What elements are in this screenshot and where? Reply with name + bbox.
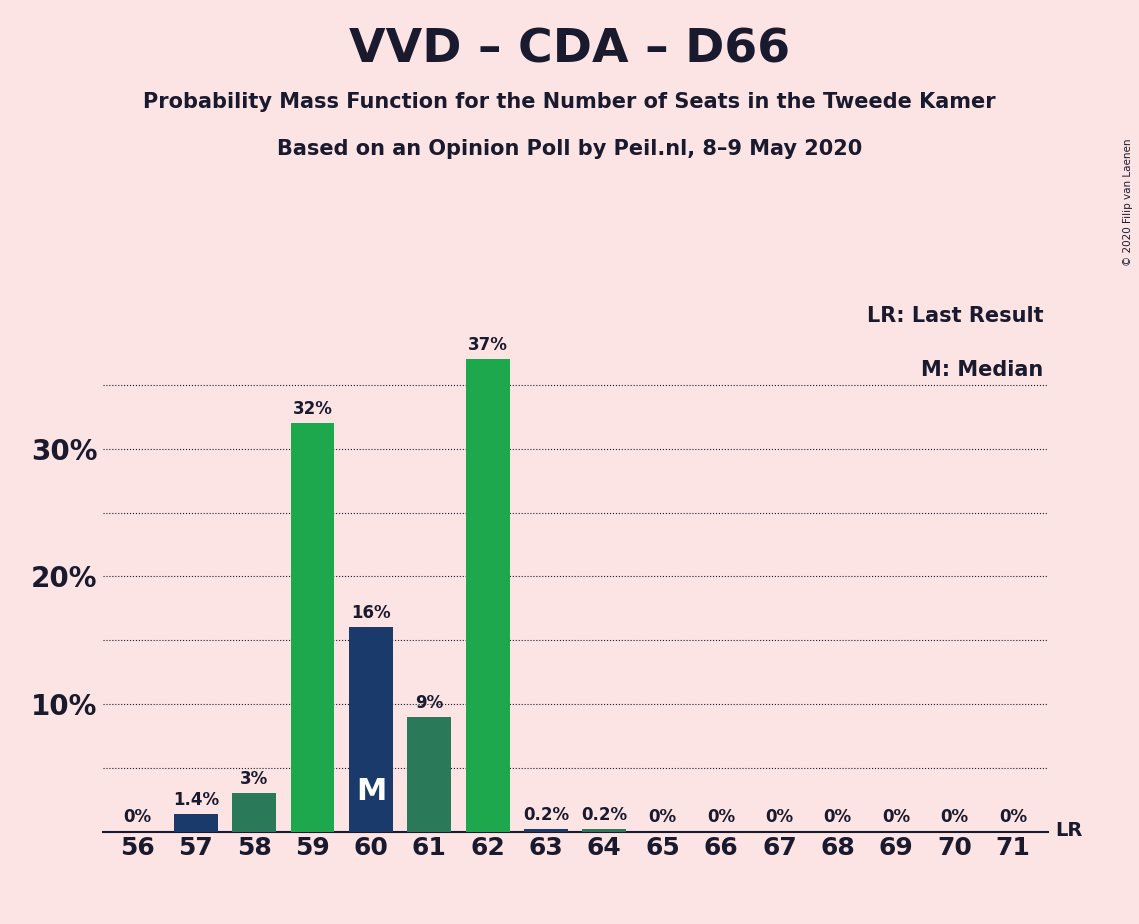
Text: 0%: 0%	[941, 808, 968, 826]
Text: 37%: 37%	[468, 336, 508, 355]
Text: 0%: 0%	[999, 808, 1027, 826]
Bar	[232, 794, 276, 832]
Text: 16%: 16%	[351, 604, 391, 623]
Text: 32%: 32%	[293, 400, 333, 419]
Text: Based on an Opinion Poll by Peil.nl, 8–9 May 2020: Based on an Opinion Poll by Peil.nl, 8–9…	[277, 139, 862, 159]
Text: Probability Mass Function for the Number of Seats in the Tweede Kamer: Probability Mass Function for the Number…	[144, 92, 995, 113]
Text: 0.2%: 0.2%	[523, 806, 570, 824]
Bar	[524, 829, 568, 832]
Bar	[290, 423, 335, 832]
Text: 0%: 0%	[882, 808, 910, 826]
Text: © 2020 Filip van Laenen: © 2020 Filip van Laenen	[1123, 139, 1133, 266]
Text: 1.4%: 1.4%	[173, 791, 219, 808]
Text: 0%: 0%	[707, 808, 735, 826]
Text: 0%: 0%	[649, 808, 677, 826]
Bar	[174, 814, 218, 832]
Text: M: Median: M: Median	[921, 360, 1043, 380]
Bar	[408, 717, 451, 832]
Text: LR: LR	[1055, 821, 1082, 840]
Text: VVD – CDA – D66: VVD – CDA – D66	[349, 28, 790, 73]
Text: M: M	[355, 777, 386, 806]
Text: 3%: 3%	[240, 771, 269, 788]
Text: LR: Last Result: LR: Last Result	[867, 307, 1043, 326]
Text: 0%: 0%	[823, 808, 852, 826]
Bar	[582, 829, 626, 832]
Text: 0%: 0%	[123, 808, 151, 826]
Text: 0%: 0%	[765, 808, 794, 826]
Bar	[466, 359, 509, 832]
Text: 9%: 9%	[416, 694, 443, 711]
Text: 0.2%: 0.2%	[581, 806, 628, 824]
Bar	[349, 627, 393, 832]
